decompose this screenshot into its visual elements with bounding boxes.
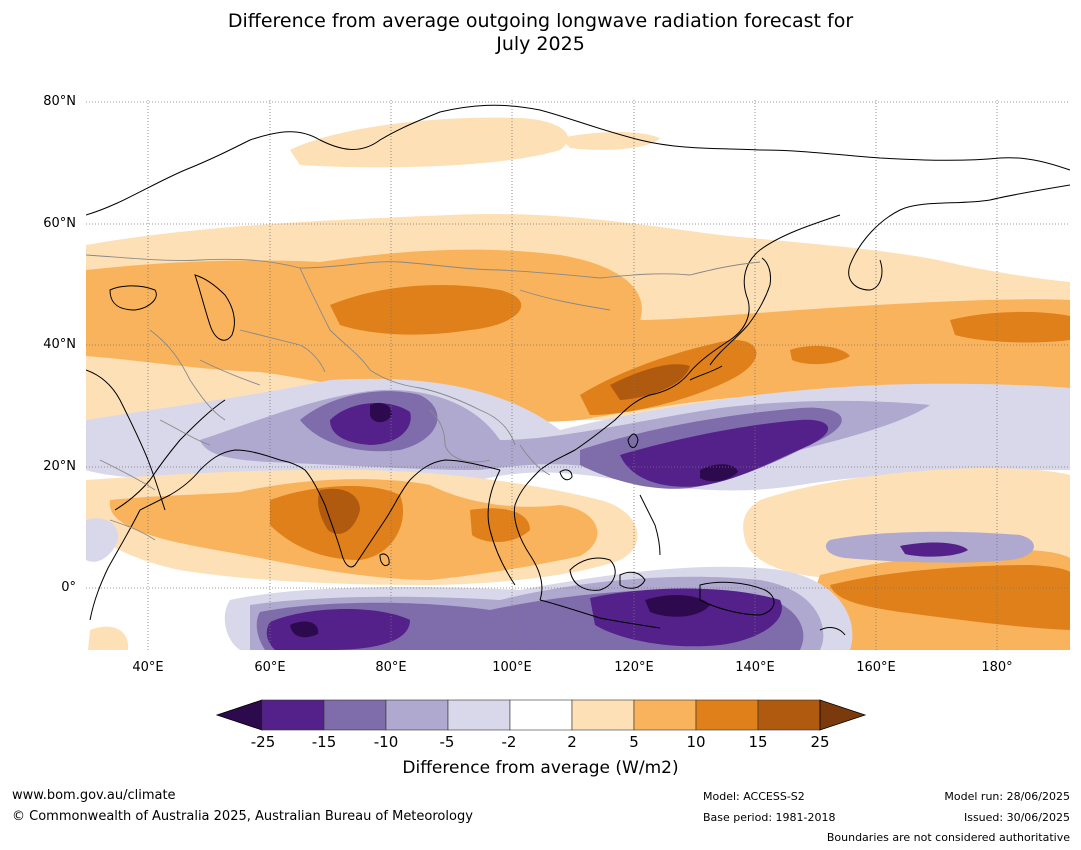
lon-label-100e: 100°E <box>492 660 532 675</box>
title-line-2: July 2025 <box>496 33 585 55</box>
colorbar <box>215 699 867 731</box>
boundaries-disclaimer: Boundaries are not considered authoritat… <box>826 831 1070 844</box>
anomaly-shading <box>86 117 1070 650</box>
colorbar-tick-label: -5 <box>439 733 455 751</box>
colorbar-extend-high <box>819 699 867 731</box>
colorbar-tick-label: -15 <box>311 733 337 751</box>
issued-date: Issued: 30/06/2025 <box>963 811 1070 824</box>
colorbar-title: Difference from average (W/m2) <box>402 758 679 778</box>
map-title: Difference from average outgoing longwav… <box>0 10 1081 56</box>
website-link[interactable]: www.bom.gov.au/climate <box>12 788 176 803</box>
anomaly-region <box>88 626 129 650</box>
lon-label-140e: 140°E <box>735 660 775 675</box>
anomaly-region <box>620 419 829 487</box>
lon-label-120e: 120°E <box>614 660 654 675</box>
country-borders <box>86 254 761 541</box>
anomaly-region <box>290 621 319 638</box>
lon-label-160e: 160°E <box>856 660 896 675</box>
colorbar-tick-label: 10 <box>686 733 706 751</box>
anomaly-region <box>700 464 738 482</box>
colorbar-bin <box>757 699 821 731</box>
colorbar-bin <box>695 699 759 731</box>
model-name: Model: ACCESS-S2 <box>703 790 805 803</box>
colorbar-bin <box>261 699 325 731</box>
coastlines <box>86 104 1070 636</box>
lon-label-40e: 40°E <box>132 660 164 675</box>
anomaly-region <box>330 285 522 335</box>
anomaly-region <box>86 518 119 562</box>
colorbar-bin <box>509 699 573 731</box>
lon-label-60e: 60°E <box>254 660 286 675</box>
anomaly-region <box>645 595 710 617</box>
lat-label-60n: 60°N <box>43 216 76 231</box>
model-run-date: Model run: 28/06/2025 <box>944 790 1070 803</box>
colorbar-tick-label: -25 <box>250 733 276 751</box>
base-period: Base period: 1981-2018 <box>703 811 836 824</box>
forecast-map <box>86 100 1070 650</box>
colorbar-extend-low <box>215 699 263 731</box>
anomaly-region <box>318 488 360 534</box>
anomaly-region <box>370 402 392 423</box>
anomaly-region <box>266 608 410 650</box>
lat-label-20n: 20°N <box>43 459 76 474</box>
lon-label-180: 180° <box>981 660 1013 675</box>
lat-label-0: 0° <box>61 580 76 595</box>
colorbar-bin <box>385 699 449 731</box>
colorbar-bin <box>633 699 697 731</box>
colorbar-bin <box>323 699 387 731</box>
colorbar-tick-label: 5 <box>629 733 639 751</box>
colorbar-bin <box>571 699 635 731</box>
colorbar-bin <box>447 699 511 731</box>
anomaly-region <box>790 345 850 365</box>
title-line-1: Difference from average outgoing longwav… <box>227 10 854 32</box>
lat-label-80n: 80°N <box>43 94 76 109</box>
lat-label-40n: 40°N <box>43 337 76 352</box>
anomaly-region <box>830 565 1070 630</box>
colorbar-tick-label: 25 <box>810 733 830 751</box>
anomaly-region <box>86 249 1070 422</box>
colorbar-tick-label: 15 <box>748 733 768 751</box>
anomaly-region <box>560 132 660 150</box>
gridlines <box>86 100 1070 650</box>
colorbar-tick-label: -10 <box>373 733 399 751</box>
colorbar-tick-label: 2 <box>567 733 577 751</box>
anomaly-region <box>590 588 782 647</box>
lon-label-80e: 80°E <box>375 660 407 675</box>
anomaly-region <box>610 364 690 400</box>
anomaly-region <box>290 117 568 168</box>
anomaly-region <box>900 542 968 557</box>
anomaly-region <box>950 311 1070 343</box>
colorbar-tick-label: -2 <box>501 733 517 751</box>
copyright-text: © Commonwealth of Australia 2025, Austra… <box>12 809 473 824</box>
